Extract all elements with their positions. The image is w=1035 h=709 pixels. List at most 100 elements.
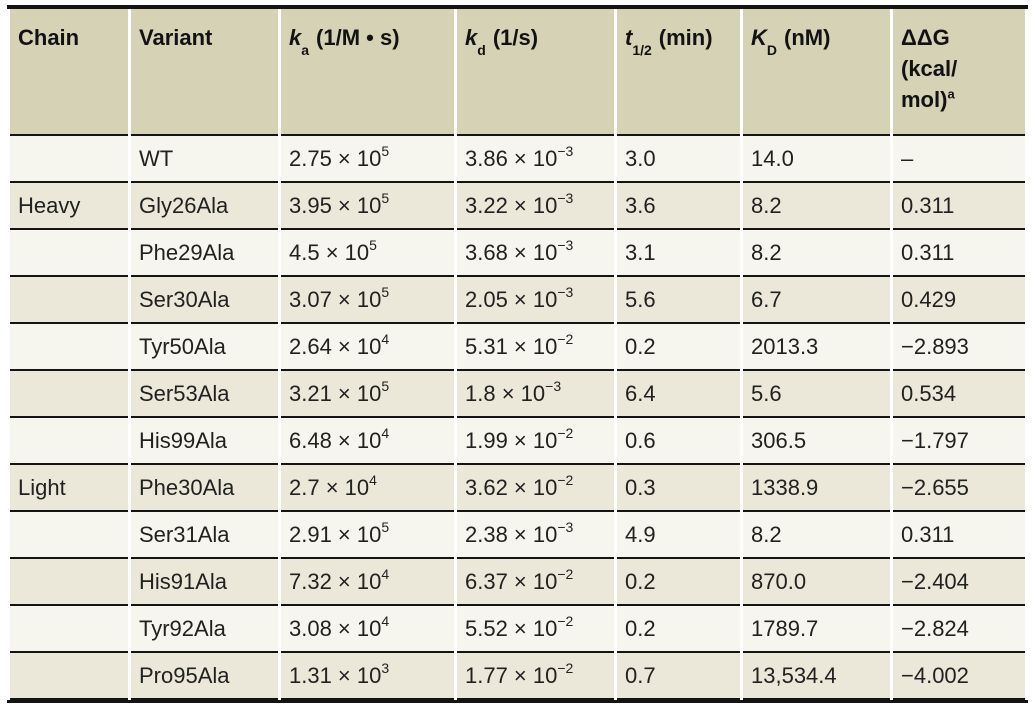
- cell-ddg: 0.429: [893, 277, 1025, 324]
- cell-ddg: −1.797: [893, 418, 1025, 465]
- kd-mantissa: 2.38 × 10: [465, 521, 558, 547]
- ka-exponent: 4: [381, 566, 390, 583]
- cell-KD: 14.0: [743, 136, 890, 183]
- cell-ddg: 0.311: [893, 512, 1025, 559]
- cell-kd: 3.86 × 10−3: [457, 136, 614, 183]
- kd-exponent: −2: [557, 613, 574, 630]
- cell-variant: WT: [131, 136, 278, 183]
- table-row: Tyr92Ala 3.08 × 104 5.52 × 10−2 0.2 1789.7 −2…: [10, 606, 1025, 653]
- cell-KD: 1338.9: [743, 465, 890, 512]
- cell-thalf: 0.2: [617, 559, 740, 606]
- ka-mantissa: 1.31 × 10: [289, 662, 382, 688]
- ka-exponent: 4: [381, 613, 390, 630]
- kd-mantissa: 6.37 × 10: [465, 568, 558, 594]
- kd-mantissa: 3.86 × 10: [465, 145, 558, 171]
- kd-exponent: −2: [557, 660, 574, 677]
- kd-mantissa: 5.52 × 10: [465, 615, 558, 641]
- cell-ka: 1.31 × 103: [281, 653, 454, 700]
- table-row: Ser53Ala 3.21 × 105 1.8 × 10−3 6.4 5.6 0.534: [10, 371, 1025, 418]
- cell-ka: 2.75 × 105: [281, 136, 454, 183]
- cell-variant: Ser53Ala: [131, 371, 278, 418]
- table-row: Phe29Ala 4.5 × 105 3.68 × 10−3 3.1 8.2 0.311: [10, 230, 1025, 277]
- cell-KD: 5.6: [743, 371, 890, 418]
- cell-thalf: 5.6: [617, 277, 740, 324]
- ka-exponent: 5: [381, 190, 390, 207]
- ka-mantissa: 2.7 × 10: [289, 474, 370, 500]
- cell-chain: [10, 371, 128, 418]
- cell-kd: 1.77 × 10−2: [457, 653, 614, 700]
- ka-mantissa: 3.21 × 10: [289, 380, 382, 406]
- cell-kd: 3.68 × 10−3: [457, 230, 614, 277]
- ka-exponent: 5: [381, 284, 390, 301]
- cell-chain: [10, 277, 128, 324]
- unit-label: (min): [658, 25, 713, 50]
- kd-mantissa: 2.05 × 10: [465, 286, 558, 312]
- ka-mantissa: 4.5 × 10: [289, 239, 370, 265]
- cell-ka: 3.21 × 105: [281, 371, 454, 418]
- ka-mantissa: 6.48 × 10: [289, 427, 382, 453]
- cell-thalf: 3.6: [617, 183, 740, 230]
- kd-mantissa: 1.8 × 10: [465, 380, 546, 406]
- kd-exponent: −2: [557, 425, 574, 442]
- cell-kd: 5.31 × 10−2: [457, 324, 614, 371]
- cell-kd: 1.8 × 10−3: [457, 371, 614, 418]
- cell-ka: 2.91 × 105: [281, 512, 454, 559]
- cell-ddg: −2.893: [893, 324, 1025, 371]
- subscript: 1/2: [632, 42, 652, 59]
- cell-kd: 1.99 × 10−2: [457, 418, 614, 465]
- cell-chain: [10, 559, 128, 606]
- cell-ka: 2.64 × 104: [281, 324, 454, 371]
- col-header-ka: ka (1/M • s): [281, 9, 454, 136]
- cell-kd: 2.38 × 10−3: [457, 512, 614, 559]
- table-row: His91Ala 7.32 × 104 6.37 × 10−2 0.2 870.0 −2.…: [10, 559, 1025, 606]
- cell-variant: Tyr92Ala: [131, 606, 278, 653]
- kd-mantissa: 1.77 × 10: [465, 662, 558, 688]
- unit-label: (1/s): [492, 25, 539, 50]
- kd-exponent: −2: [557, 331, 574, 348]
- kd-mantissa: 3.22 × 10: [465, 192, 558, 218]
- cell-ddg: 0.311: [893, 183, 1025, 230]
- cell-thalf: 6.4: [617, 371, 740, 418]
- binding-kinetics-table: Chain Variant ka(1/M • s) kd(1/s) t1/2(m…: [7, 9, 1028, 700]
- cell-chain: [10, 230, 128, 277]
- subscript: d: [477, 42, 486, 59]
- table-body: WT 2.75 × 105 3.86 × 10−3 3.0 14.0– Heavy Gly2…: [10, 136, 1025, 700]
- kd-mantissa: 1.99 × 10: [465, 427, 558, 453]
- kd-mantissa: 3.62 × 10: [465, 474, 558, 500]
- ka-exponent: 5: [381, 378, 390, 395]
- cell-chain: [10, 136, 128, 183]
- ddg-line3: mol)a: [901, 87, 955, 112]
- ddg-line3-text: mol): [901, 87, 948, 112]
- symbol-kd: k: [465, 25, 478, 50]
- ka-exponent: 4: [381, 331, 390, 348]
- cell-ka: 3.07 × 105: [281, 277, 454, 324]
- header-row: Chain Variant ka(1/M • s) kd(1/s) t1/2(m…: [10, 9, 1025, 136]
- ka-mantissa: 3.08 × 10: [289, 615, 382, 641]
- cell-kd: 3.22 × 10−3: [457, 183, 614, 230]
- cell-thalf: 0.3: [617, 465, 740, 512]
- kd-exponent: −3: [557, 237, 574, 254]
- kd-mantissa: 5.31 × 10: [465, 333, 558, 359]
- cell-variant: His91Ala: [131, 559, 278, 606]
- col-header-KD: KD (nM): [743, 9, 890, 136]
- kd-exponent: −3: [557, 190, 574, 207]
- ka-mantissa: 7.32 × 10: [289, 568, 382, 594]
- header-label: Chain: [18, 25, 80, 50]
- cell-ka: 2.7 × 104: [281, 465, 454, 512]
- cell-variant: Pro95Ala: [131, 653, 278, 700]
- footnote-marker-a: a: [947, 86, 955, 102]
- kd-exponent: −3: [557, 284, 574, 301]
- cell-variant: Gly26Ala: [131, 183, 278, 230]
- cell-kd: 2.05 × 10−3: [457, 277, 614, 324]
- cell-thalf: 0.7: [617, 653, 740, 700]
- ka-exponent: 4: [381, 425, 390, 442]
- col-header-chain: Chain: [10, 9, 128, 136]
- ka-exponent: 3: [381, 660, 390, 677]
- ka-exponent: 4: [369, 472, 377, 489]
- table-row: Light Phe30Ala 2.7 × 104 3.62 × 10−2 0.3 1338…: [10, 465, 1025, 512]
- cell-KD: 6.7: [743, 277, 890, 324]
- cell-kd: 3.62 × 10−2: [457, 465, 614, 512]
- cell-ddg: −2.655: [893, 465, 1025, 512]
- cell-thalf: 3.1: [617, 230, 740, 277]
